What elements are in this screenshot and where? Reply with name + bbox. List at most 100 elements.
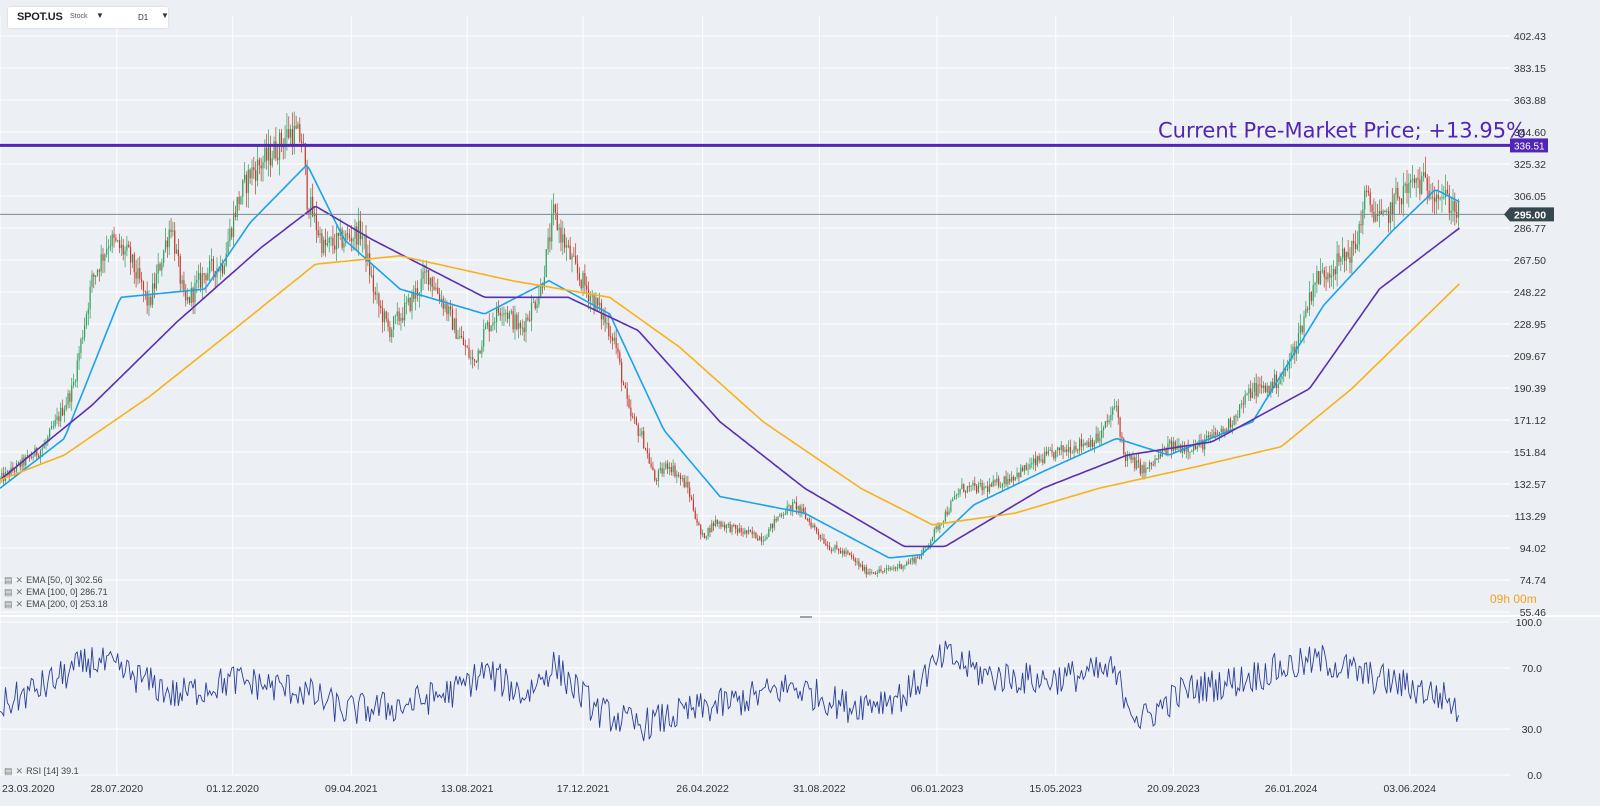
candle-body bbox=[273, 141, 275, 159]
candle-body bbox=[1441, 197, 1443, 199]
candle-body bbox=[920, 554, 923, 559]
candle-body bbox=[407, 297, 409, 303]
timeframe-label[interactable]: D1 bbox=[138, 13, 149, 22]
candle-body bbox=[486, 322, 488, 326]
candle-body bbox=[236, 196, 238, 217]
candle-body bbox=[1159, 454, 1162, 457]
candle-body bbox=[1012, 476, 1015, 481]
candle-body bbox=[619, 352, 621, 363]
candle-body bbox=[111, 234, 113, 246]
candle-body bbox=[352, 238, 354, 242]
candle-body bbox=[1126, 455, 1129, 461]
settings-icon[interactable]: ▤ bbox=[4, 587, 13, 597]
candle-body bbox=[1410, 179, 1412, 183]
candle-body bbox=[104, 254, 106, 261]
candle-body bbox=[937, 526, 939, 530]
candle-body bbox=[598, 302, 601, 306]
candle-body bbox=[727, 524, 729, 526]
candle-body bbox=[731, 524, 733, 532]
candle-body bbox=[571, 255, 573, 260]
candle-body bbox=[1259, 384, 1261, 386]
candle-body bbox=[990, 484, 992, 487]
candle-body bbox=[534, 301, 536, 309]
settings-icon[interactable]: ▤ bbox=[4, 575, 13, 585]
candle-body bbox=[1062, 445, 1064, 452]
candle-body bbox=[1323, 270, 1325, 277]
settings-icon[interactable]: ▤ bbox=[4, 599, 13, 609]
candle-body bbox=[753, 532, 755, 535]
candle-body bbox=[576, 263, 579, 274]
candle-body bbox=[372, 275, 374, 292]
candle-body bbox=[1386, 210, 1388, 213]
candle-body bbox=[854, 558, 856, 562]
candle-body bbox=[391, 329, 393, 338]
candle-body bbox=[1264, 385, 1266, 393]
candle-body bbox=[1257, 384, 1259, 397]
candle-body bbox=[1034, 458, 1037, 466]
candle-body bbox=[545, 249, 547, 277]
candle-body bbox=[1132, 457, 1134, 460]
candle-body bbox=[1248, 388, 1250, 394]
candle-body bbox=[942, 521, 945, 524]
candle-body bbox=[1137, 460, 1140, 463]
candle-body bbox=[286, 129, 288, 138]
candle-body bbox=[240, 196, 242, 205]
settings-icon[interactable]: ▤ bbox=[4, 766, 13, 776]
candle-body bbox=[1069, 447, 1072, 453]
candle-body bbox=[1112, 407, 1114, 415]
symbol-dropdown-icon[interactable]: ▼ bbox=[96, 11, 104, 20]
rsi-legend: ▤ ✕ RSI [14] 39.1 bbox=[4, 766, 79, 777]
candle-body bbox=[547, 237, 549, 250]
candle-body bbox=[959, 488, 961, 494]
candle-body bbox=[398, 311, 400, 321]
candle-body bbox=[1191, 451, 1193, 453]
candle-body bbox=[1193, 444, 1195, 452]
candle-body bbox=[45, 442, 47, 446]
candle-body bbox=[1170, 440, 1173, 451]
candle-body bbox=[663, 468, 665, 474]
x-tick-label: 26.01.2024 bbox=[1265, 783, 1318, 795]
candle-body bbox=[621, 362, 623, 383]
candle-body bbox=[1378, 210, 1381, 216]
candle-body bbox=[451, 309, 454, 330]
close-icon[interactable]: ✕ bbox=[15, 587, 24, 597]
candle-body bbox=[413, 293, 415, 299]
candle-body bbox=[1321, 270, 1323, 272]
candle-body bbox=[775, 518, 777, 521]
candle-body bbox=[963, 484, 965, 492]
candle-body bbox=[402, 317, 404, 321]
candle-body bbox=[757, 538, 759, 541]
candle-body bbox=[1106, 421, 1108, 423]
candle-body bbox=[1255, 382, 1257, 397]
candle-body bbox=[157, 263, 159, 274]
symbol-toolbar[interactable]: SPOT.US Stock ▼ D1 ▼ bbox=[8, 7, 169, 28]
y-tick-label: 228.95 bbox=[1514, 319, 1546, 331]
candle-body bbox=[1099, 438, 1101, 442]
candle-body bbox=[1204, 439, 1206, 450]
close-icon[interactable]: ✕ bbox=[15, 599, 24, 609]
candle-body bbox=[781, 514, 783, 516]
ema50-line bbox=[0, 164, 1460, 559]
candle-body bbox=[405, 302, 408, 304]
symbol-label[interactable]: SPOT.US bbox=[17, 11, 63, 23]
candle-body bbox=[746, 530, 748, 534]
candle-body bbox=[1134, 457, 1136, 469]
candle-body bbox=[736, 528, 739, 533]
candle-body bbox=[499, 312, 501, 316]
timeframe-dropdown-icon[interactable]: ▼ bbox=[161, 11, 169, 20]
candle-body bbox=[245, 174, 248, 194]
candle-body bbox=[1180, 445, 1182, 453]
close-icon[interactable]: ✕ bbox=[15, 766, 24, 776]
candle-body bbox=[803, 508, 805, 513]
candle-body bbox=[672, 465, 674, 473]
close-icon[interactable]: ✕ bbox=[15, 575, 24, 585]
candle-body bbox=[39, 450, 42, 458]
candle-body bbox=[472, 357, 474, 360]
candle-body bbox=[1389, 202, 1392, 223]
candle-body bbox=[961, 484, 963, 489]
candle-body bbox=[950, 501, 952, 512]
candle-body bbox=[1342, 248, 1344, 258]
candle-body bbox=[843, 550, 845, 554]
